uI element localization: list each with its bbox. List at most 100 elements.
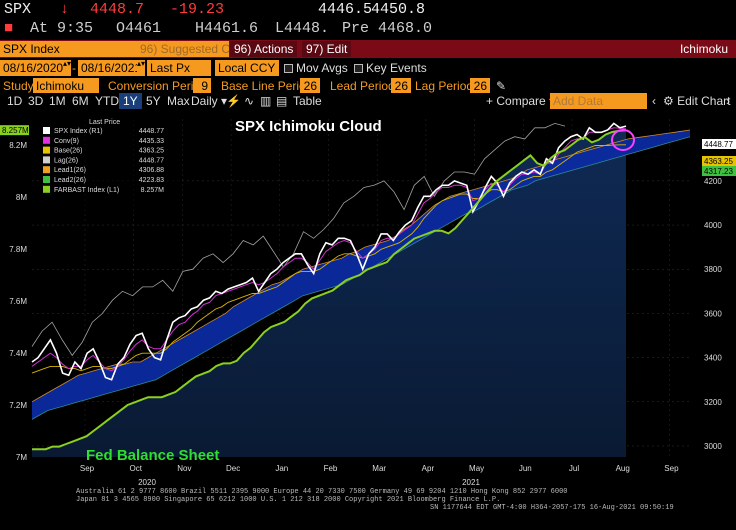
lead-period-input[interactable]: 26: [391, 78, 411, 94]
right-tick-label: 4200: [704, 177, 722, 186]
study-params-bar: Study Ichimoku Conversion Period 9 Base …: [0, 77, 736, 95]
key-events-checkbox[interactable]: [354, 64, 363, 73]
lead-period-label: Lead Period: [330, 79, 395, 93]
candle-chart-icon[interactable]: ▤: [276, 94, 288, 108]
right-current-tag: 4363.25: [702, 156, 736, 166]
lag-period-input[interactable]: 26: [470, 78, 490, 94]
right-current-value: 4448.77: [704, 140, 733, 149]
security-input[interactable]: SPX Index: [0, 41, 137, 57]
frequency-select[interactable]: Daily ▾: [191, 93, 227, 109]
key-events-toggle[interactable]: Key Events: [354, 60, 427, 76]
legend-value: 4363.25: [139, 148, 164, 155]
range-1y[interactable]: 1Y: [119, 93, 142, 109]
open-price: O4461: [116, 20, 162, 37]
x-tick-label: Dec: [226, 464, 240, 473]
line-chart-icon[interactable]: ∿: [244, 94, 255, 108]
right-current-value: 4317.23: [704, 167, 733, 176]
right-tick-label: 3800: [704, 265, 722, 274]
right-tick-label: 3000: [704, 442, 722, 451]
end-date-stepper-icon[interactable]: ▴▾: [137, 60, 145, 76]
right-tick-label: 3400: [704, 354, 722, 363]
axes: 3000 3200 3400 3600 3800 4000 4200 7M 7.2M 7.4M 7.…: [0, 125, 736, 487]
compare-button[interactable]: + Compare ▾: [486, 93, 555, 109]
time-label: At 9:35: [30, 20, 94, 37]
mov-avgs-checkbox[interactable]: [284, 64, 293, 73]
legend-value: 8.257M: [141, 187, 165, 194]
right-current-tag: 4448.77: [702, 139, 736, 149]
year-label: 2021: [462, 478, 480, 487]
chevron-left-icon[interactable]: ‹: [652, 94, 656, 108]
pencil-icon[interactable]: ✎: [496, 79, 507, 93]
right-tick-label: 4000: [704, 221, 722, 230]
x-tick-label: Jul: [569, 464, 579, 473]
ticker[interactable]: SPX: [4, 1, 32, 18]
legend-name: Conv(9): [54, 138, 79, 145]
range-ytd[interactable]: YTD: [95, 94, 119, 108]
legend: Last Price SPX Index (R1) 4448.77 Conv(9) 4…: [39, 116, 181, 210]
chart-title: SPX Ichimoku Cloud: [235, 118, 382, 135]
range-1d[interactable]: 1D: [7, 94, 23, 108]
add-data-input[interactable]: Add Data: [550, 93, 647, 109]
legend-name: FARBAST Index (L1): [54, 187, 119, 194]
start-date-stepper-icon[interactable]: ▴▾: [63, 60, 71, 76]
legend-entry: Base(26) 4363.25: [43, 146, 164, 155]
left-tick-label: 7.2M: [9, 401, 27, 410]
left-tick-label: 8M: [16, 193, 27, 202]
legend-value: 4306.88: [139, 167, 164, 174]
legend-name: Lead2(26): [54, 177, 86, 184]
bid-price: 4446.5: [318, 1, 373, 18]
low-price: L4448.: [275, 20, 330, 37]
x-tick-label: Jan: [275, 464, 288, 473]
legend-entry: SPX Index (R1) 4448.77: [43, 127, 164, 135]
quote-line-1: SPX ↓ 4448.7 -19.23 4446.5 4450.8: [0, 1, 736, 21]
study-select[interactable]: Ichimoku: [33, 78, 99, 94]
left-tick-label: 7.6M: [9, 297, 27, 306]
base-line-period-input[interactable]: 26: [300, 78, 320, 94]
left-tick-label: 7.8M: [9, 245, 27, 254]
high-price: H4461.6: [195, 20, 259, 37]
ichimoku-chart[interactable]: 3000 3200 3400 3600 3800 4000 4200 7M 7.2M 7.4M 7.…: [0, 109, 736, 530]
function-bar: SPX Index 96) Suggested Charts 96) Actio…: [0, 40, 736, 58]
currency-select[interactable]: Local CCY: [215, 60, 279, 76]
compare-label: Compare: [496, 94, 546, 108]
mov-avgs-toggle[interactable]: Mov Avgs: [284, 60, 348, 76]
chevron-down-icon: ▾: [221, 94, 228, 108]
x-tick-label: Aug: [616, 464, 630, 473]
price-change: -19.23: [170, 1, 225, 18]
x-tick-label: Feb: [324, 464, 338, 473]
lag-line: [31, 122, 566, 357]
chart-type-icon[interactable]: ⚡: [226, 94, 241, 108]
x-tick-label: May: [469, 464, 484, 473]
edit-chart-button[interactable]: ⚙ Edit Chart: [663, 93, 730, 109]
actions-menu[interactable]: 96) Actions: [230, 41, 298, 57]
range-6m[interactable]: 6M: [72, 94, 89, 108]
x-tick-label: Oct: [129, 464, 142, 473]
left-tick-label: 7M: [16, 453, 27, 462]
study-label: Study: [3, 79, 34, 93]
left-current-tag: 8.257M: [0, 125, 29, 136]
suggested-charts-button[interactable]: 96) Suggested Charts: [137, 41, 229, 57]
range-bar: 1D 3D 1M 6M YTD 1Y 5Y Max Daily ▾ ⚡ ∿ ▥ …: [0, 93, 736, 109]
bar-chart-icon[interactable]: ▥: [260, 94, 272, 108]
chart-area: 3000 3200 3400 3600 3800 4000 4200 7M 7.2M 7.4M 7.…: [0, 109, 736, 530]
conversion-period-input[interactable]: 9: [193, 78, 211, 94]
footer-line-2: Japan 81 3 4565 8900 Singapore 65 6212 1…: [76, 496, 501, 504]
price-type-select[interactable]: Last Px: [147, 60, 211, 76]
range-5y[interactable]: 5Y: [146, 94, 161, 108]
study-title: Ichimoku: [679, 42, 728, 56]
legend-swatch: [43, 176, 50, 183]
edit-menu[interactable]: 97) Edit: [302, 41, 352, 57]
range-3d[interactable]: 3D: [28, 94, 44, 108]
chevron-right-icon[interactable]: ›: [726, 94, 730, 108]
end-date-input[interactable]: 08/16/2021: [78, 60, 145, 76]
date-separator: -: [72, 61, 76, 75]
legend-name: Lead1(26): [54, 167, 86, 174]
legend-swatch: [43, 146, 50, 154]
x-tick-label: Sep: [80, 464, 95, 473]
range-1m[interactable]: 1M: [49, 94, 66, 108]
legend-value: 4223.83: [139, 177, 164, 184]
legend-swatch: [43, 127, 50, 134]
start-date-input[interactable]: 08/16/2020: [0, 60, 67, 76]
range-max[interactable]: Max: [167, 94, 190, 108]
table-button[interactable]: Table: [293, 94, 322, 108]
